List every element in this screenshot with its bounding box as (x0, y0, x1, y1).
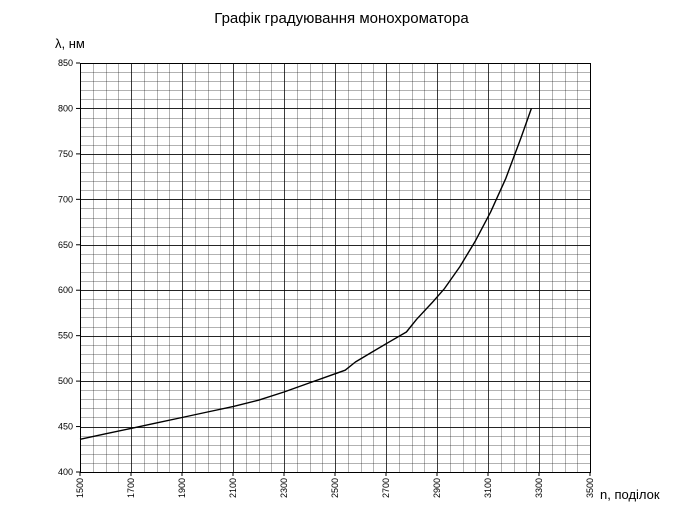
y-axis-label: λ, нм (55, 36, 85, 51)
x-tick-label: 2100 (228, 478, 238, 498)
x-tick-label: 2700 (381, 478, 391, 498)
x-tick-label: 3100 (483, 478, 493, 498)
y-tick-label: 700 (58, 194, 73, 204)
y-tick-label: 500 (58, 376, 73, 386)
x-tick-label: 1900 (177, 478, 187, 498)
x-axis-label: n, поділок (600, 487, 660, 502)
major-grid (80, 63, 591, 473)
chart-title: Графік градуювання монохроматора (214, 10, 469, 27)
y-tick-label: 400 (58, 467, 73, 477)
x-tick-label: 3500 (585, 478, 595, 498)
y-tick-label: 800 (58, 103, 73, 113)
y-tick-label: 850 (58, 58, 73, 68)
tick-labels: 400 450 500 550 600 650 700 750 800 850 1500 1700 19… (58, 58, 595, 498)
y-tick-label: 600 (58, 285, 73, 295)
series-group (79, 108, 533, 440)
minor-grid (80, 63, 590, 472)
x-tick-label: 2300 (279, 478, 289, 498)
x-tick-label: 1500 (75, 478, 85, 498)
y-tick-label: 750 (58, 149, 73, 159)
x-tick-label: 2900 (432, 478, 442, 498)
x-tick-label: 3300 (534, 478, 544, 498)
y-tick-label: 450 (58, 422, 73, 432)
x-tick-label: 1700 (126, 478, 136, 498)
y-tick-label: 650 (58, 240, 73, 250)
x-tick-label: 2500 (330, 478, 340, 498)
calibration-curve (79, 108, 533, 440)
y-tick-label: 550 (58, 331, 73, 341)
